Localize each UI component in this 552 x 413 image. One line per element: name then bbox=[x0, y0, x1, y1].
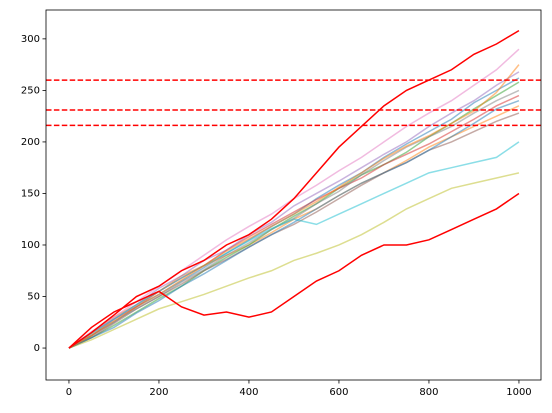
y-tick-label: 100 bbox=[21, 240, 40, 251]
series-line bbox=[68, 64, 520, 349]
x-tick-label: 0 bbox=[66, 387, 72, 398]
series-line bbox=[68, 89, 520, 349]
series-line bbox=[68, 71, 520, 349]
series-line bbox=[68, 94, 520, 349]
series-line bbox=[68, 99, 520, 349]
y-tick-label: 50 bbox=[27, 292, 40, 303]
x-tick-label: 1000 bbox=[506, 387, 531, 398]
x-tick-label: 600 bbox=[329, 387, 348, 398]
plot-frame bbox=[45, 9, 542, 381]
series-line bbox=[68, 141, 520, 349]
y-tick-label: 150 bbox=[21, 188, 40, 199]
y-tick-label: 300 bbox=[21, 34, 40, 45]
y-tick-label: 250 bbox=[21, 85, 40, 96]
series-line bbox=[68, 29, 520, 349]
series-line bbox=[68, 172, 520, 349]
x-tick-label: 200 bbox=[149, 387, 168, 398]
series-line bbox=[68, 192, 520, 349]
x-tick-label: 400 bbox=[239, 387, 258, 398]
x-tick-label: 800 bbox=[419, 387, 438, 398]
y-tick-label: 200 bbox=[21, 137, 40, 148]
y-tick-label: 0 bbox=[34, 343, 40, 354]
